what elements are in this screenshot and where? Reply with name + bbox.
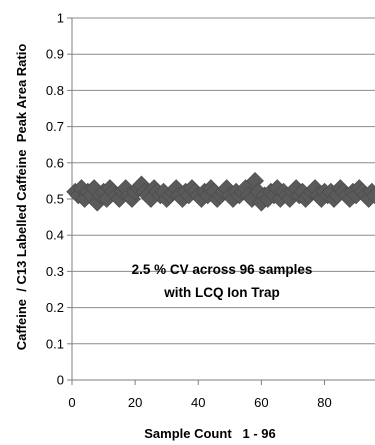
- x-tick-label: 80: [317, 395, 331, 410]
- y-tick-label: 1: [57, 11, 64, 26]
- x-tick-label: 60: [254, 395, 268, 410]
- annotation-line-1: 2.5 % CV across 96 samples: [132, 262, 313, 277]
- y-tick-label: 0.8: [46, 83, 64, 98]
- y-tick-label: 0.6: [46, 155, 64, 170]
- annotation-line-2: with LCQ Ion Trap: [163, 285, 280, 300]
- x-axis-title: Sample Count 1 - 96: [144, 426, 275, 441]
- x-tick-labels: 0 20 40 60 80: [68, 395, 331, 410]
- y-tick-label: 0.2: [46, 300, 64, 315]
- y-tick-label: 0.5: [46, 192, 64, 207]
- y-tick-label: 0.4: [46, 228, 64, 243]
- y-tick-label: 0.7: [46, 119, 64, 134]
- data-point: [366, 186, 375, 205]
- axes: [67, 17, 375, 385]
- x-tick-label: 40: [191, 395, 205, 410]
- y-tick-label: 0.9: [46, 47, 64, 62]
- data-points: [66, 171, 375, 212]
- y-tick-label: 0.3: [46, 264, 64, 279]
- y-tick-label: 0.1: [46, 336, 64, 351]
- y-tick-label: 0: [57, 373, 64, 388]
- y-axis-title: Caffeine / C13 Labelled Caffeine Peak Ar…: [14, 44, 29, 351]
- x-tick-label: 20: [128, 395, 142, 410]
- y-tick-labels: 0 0.1 0.2 0.3 0.4 0.5 0.6 0.7 0.8 0.9 1: [46, 11, 64, 388]
- x-tick-label: 0: [68, 395, 75, 410]
